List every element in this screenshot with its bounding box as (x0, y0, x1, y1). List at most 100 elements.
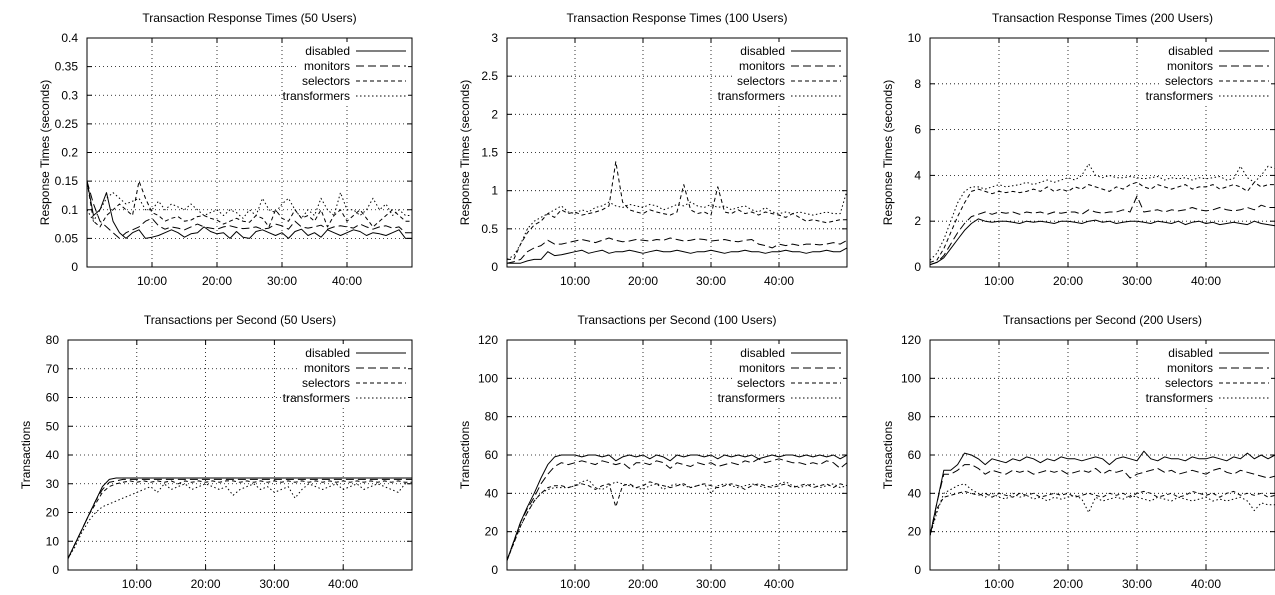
legend-label-monitors: monitors (304, 59, 350, 73)
y-axis-label: Response Times (seconds) (881, 80, 895, 225)
series-line-disabled (930, 450, 1275, 536)
plot-frame (929, 339, 1275, 571)
legend-label-transformers: transformers (718, 391, 785, 405)
legend-background (1163, 344, 1271, 406)
y-tick-label: 0.3 (61, 88, 78, 102)
x-tick-label: 10:00 (137, 274, 167, 288)
y-tick-label: 0.05 (55, 231, 79, 245)
legend-background (1163, 42, 1271, 104)
legend-label-disabled: disabled (305, 44, 350, 58)
legend-label-selectors: selectors (737, 376, 785, 390)
x-tick-label: 20:00 (202, 274, 232, 288)
y-tick-label: 120 (901, 333, 921, 347)
y-tick-label: 0 (914, 563, 921, 577)
plot-frame (506, 339, 848, 571)
legend-label-monitors: monitors (1167, 59, 1213, 73)
x-tick-label: 20:00 (628, 274, 658, 288)
series-line-transformers (507, 190, 847, 260)
legend-label-disabled: disabled (740, 346, 785, 360)
x-tick-label: 20:00 (191, 577, 221, 591)
y-tick-label: 120 (478, 333, 498, 347)
y-tick-label: 0 (491, 563, 498, 577)
y-tick-label: 8 (914, 77, 921, 91)
y-tick-label: 0 (491, 260, 498, 274)
legend-label-disabled: disabled (1168, 346, 1213, 360)
y-tick-label: 70 (46, 362, 60, 376)
y-tick-label: 0.5 (481, 222, 498, 236)
x-tick-label: 30:00 (267, 274, 297, 288)
x-tick-label: 40:00 (328, 577, 358, 591)
chart-title: Transaction Response Times (100 Users) (567, 11, 788, 25)
legend-label-monitors: monitors (739, 361, 785, 375)
y-tick-label: 0.1 (61, 203, 78, 217)
series-line-monitors (507, 458, 847, 561)
legend-label-monitors: monitors (739, 59, 785, 73)
chart-panel-5: Transactions per Second (100 Users) Trans… (458, 313, 848, 591)
chart-panel-3: Transaction Response Times (200 Users) Re… (881, 11, 1275, 288)
y-tick-label: 60 (46, 391, 60, 405)
y-tick-label: 60 (485, 448, 499, 462)
legend-label-transformers: transformers (283, 89, 350, 103)
x-tick-label: 10:00 (560, 274, 590, 288)
series-line-transformers (507, 479, 847, 561)
plot-frame (86, 37, 413, 268)
series-line-monitors (930, 464, 1275, 536)
series-line-monitors (930, 195, 1275, 266)
x-tick-label: 20:00 (1053, 577, 1083, 591)
series-line-monitors (507, 237, 847, 264)
legend-label-selectors: selectors (302, 74, 350, 88)
x-tick-label: 40:00 (1191, 274, 1221, 288)
y-tick-label: 0.15 (55, 174, 79, 188)
x-tick-label: 30:00 (696, 274, 726, 288)
y-tick-label: 6 (914, 123, 921, 137)
y-tick-label: 0.2 (61, 146, 78, 160)
x-tick-label: 20:00 (1053, 274, 1083, 288)
plot-frame (67, 339, 413, 571)
series-line-selectors (507, 161, 847, 260)
series-line-disabled (507, 454, 847, 561)
legend-label-transformers: transformers (1146, 89, 1213, 103)
y-tick-label: 80 (46, 333, 60, 347)
y-axis-label: Transactions (19, 421, 33, 489)
y-tick-label: 50 (46, 419, 60, 433)
series-line-selectors (507, 481, 847, 561)
chart-title: Transactions per Second (50 Users) (144, 313, 336, 327)
series-line-transformers (87, 192, 412, 222)
x-tick-label: 20:00 (628, 577, 658, 591)
chart-panel-4: Transactions per Second (50 Users) Transa… (19, 313, 413, 591)
plot-frame (506, 37, 848, 268)
series-line-selectors (930, 490, 1275, 536)
y-tick-label: 20 (485, 525, 499, 539)
y-tick-label: 0.35 (55, 60, 79, 74)
series-line-transformers (930, 483, 1275, 536)
y-tick-label: 80 (485, 410, 499, 424)
y-tick-label: 20 (908, 525, 922, 539)
y-tick-label: 40 (485, 486, 499, 500)
legend-label-selectors: selectors (1165, 74, 1213, 88)
chart-title: Transactions per Second (200 Users) (1003, 313, 1202, 327)
y-tick-label: 100 (478, 371, 498, 385)
plot-frame (929, 37, 1275, 268)
y-tick-label: 0.4 (61, 31, 78, 45)
legend-label-monitors: monitors (304, 361, 350, 375)
chart-title: Transaction Response Times (200 Users) (992, 11, 1213, 25)
x-tick-label: 10:00 (122, 577, 152, 591)
y-tick-label: 2 (914, 214, 921, 228)
x-tick-label: 30:00 (259, 577, 289, 591)
legend-label-transformers: transformers (283, 391, 350, 405)
series-line-selectors (87, 180, 412, 228)
legend-background (735, 344, 843, 406)
x-tick-label: 10:00 (560, 577, 590, 591)
x-tick-label: 30:00 (1122, 577, 1152, 591)
chart-panel-1: Transaction Response Times (50 Users) Res… (38, 11, 413, 288)
y-tick-label: 0 (52, 563, 59, 577)
chart-title: Transaction Response Times (50 Users) (142, 11, 356, 25)
x-tick-label: 40:00 (764, 577, 794, 591)
legend-label-disabled: disabled (740, 44, 785, 58)
chart-panel-2: Transaction Response Times (100 Users) Re… (458, 11, 848, 288)
chart-panel-6: Transactions per Second (200 Users) Trans… (881, 313, 1275, 591)
y-tick-label: 2 (491, 107, 498, 121)
y-tick-label: 0.25 (55, 117, 79, 131)
series-line-disabled (68, 477, 412, 559)
legend-label-disabled: disabled (305, 346, 350, 360)
